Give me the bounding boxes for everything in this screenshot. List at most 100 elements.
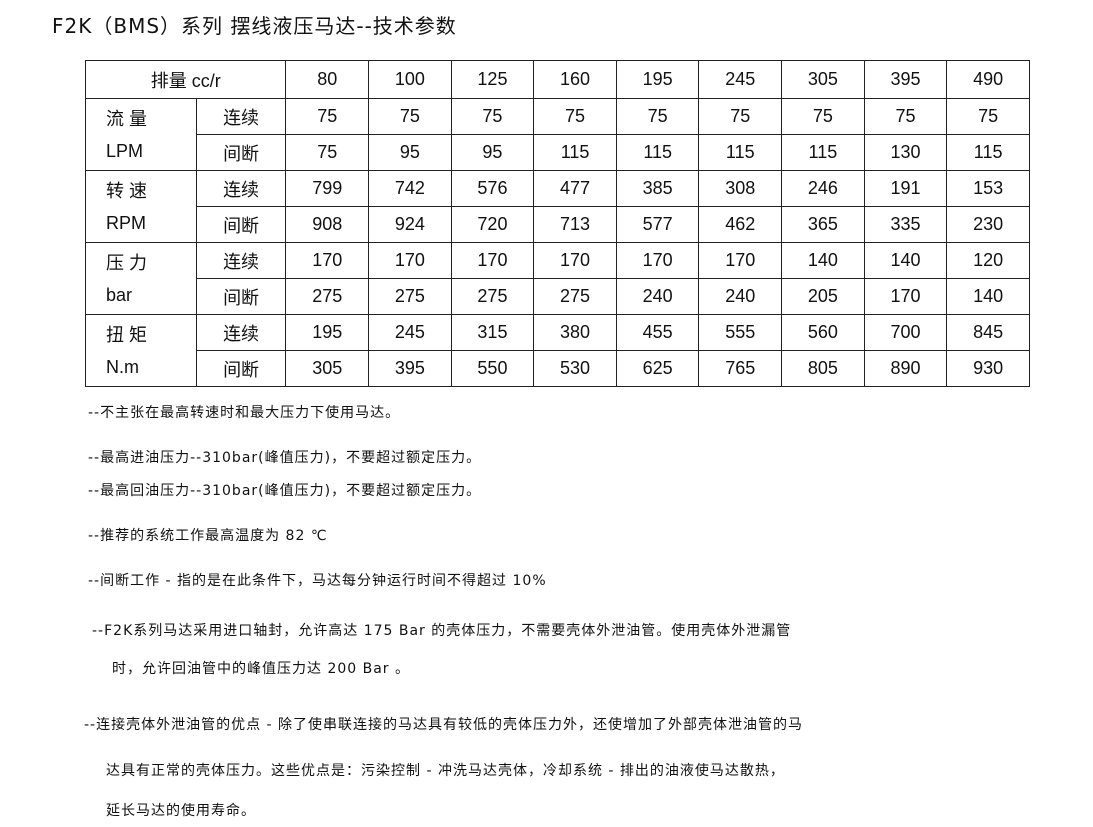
table-header-row: 排量 cc/r 80 100 125 160 195 245 305 395 490 — [84, 60, 1030, 99]
value-cell: 245 — [368, 314, 452, 351]
group-unit: LPM — [106, 140, 144, 161]
value-cell: 385 — [615, 170, 700, 207]
row-label: 连续 — [195, 242, 287, 279]
value-cell: 170 — [863, 278, 948, 315]
value-cell: 908 — [285, 206, 370, 243]
value-cell: 713 — [533, 206, 617, 243]
value-cell: 195 — [285, 314, 370, 351]
row-label: 间断 — [195, 350, 287, 387]
displacement-cell: 395 — [863, 60, 948, 99]
value-cell: 576 — [450, 170, 535, 207]
value-cell: 115 — [533, 134, 617, 171]
group-cell: 压 力 bar — [85, 242, 197, 315]
note: --F2K系列马达采用进口轴封，允许高达 175 Bar 的壳体压力，不需要壳体… — [92, 623, 792, 639]
value-cell: 555 — [698, 314, 783, 351]
group-name: 转 速 — [106, 180, 148, 201]
table-row: 转 速 RPM 连续 799 742 576 477 385 308 246 191 153 — [85, 170, 1030, 243]
value-cell: 75 — [285, 134, 370, 171]
group-cell: 扭 矩 N.m — [85, 314, 197, 387]
table-row: 间断 305 395 550 530 625 765 805 890 930 — [86, 350, 1030, 387]
value-cell: 246 — [781, 170, 865, 207]
value-cell: 75 — [863, 98, 948, 135]
note: 时，允许回油管中的峰值压力达 200 Bar 。 — [112, 661, 411, 677]
row-label: 连续 — [195, 98, 287, 135]
note: --最高回油压力--310bar(峰值压力)，不要超过额定压力。 — [88, 483, 482, 499]
spec-table: 排量 cc/r 80 100 125 160 195 245 305 395 490 流 量 LPM 连… — [84, 60, 1030, 387]
value-cell: 477 — [533, 170, 617, 207]
note: 达具有正常的壳体压力。这些优点是：污染控制 - 冲洗马达壳体，冷却系统 - 排出… — [106, 763, 785, 779]
row-label: 间断 — [195, 134, 287, 171]
value-cell: 308 — [698, 170, 783, 207]
displacement-cell: 305 — [781, 60, 865, 99]
value-cell: 395 — [368, 350, 452, 387]
displacement-cell: 245 — [698, 60, 783, 99]
value-cell: 890 — [863, 350, 948, 387]
row-label: 连续 — [195, 314, 287, 351]
value-cell: 75 — [698, 98, 783, 135]
value-cell: 170 — [615, 242, 700, 279]
note: --不主张在最高转速时和最大压力下使用马达。 — [88, 405, 401, 421]
value-cell: 700 — [863, 314, 948, 351]
value-cell: 75 — [368, 98, 452, 135]
value-cell: 380 — [533, 314, 617, 351]
value-cell: 230 — [946, 206, 1030, 243]
value-cell: 462 — [698, 206, 783, 243]
value-cell: 170 — [285, 242, 370, 279]
value-cell: 170 — [450, 242, 535, 279]
displacement-cell: 100 — [368, 60, 452, 99]
table-row: 扭 矩 N.m 连续 195 245 315 380 455 555 560 700 845 — [85, 314, 1030, 387]
value-cell: 577 — [615, 206, 700, 243]
value-cell: 170 — [368, 242, 452, 279]
value-cell: 75 — [533, 98, 617, 135]
group-unit: N.m — [106, 356, 139, 377]
group-name: 流 量 — [106, 108, 148, 129]
group-unit: RPM — [106, 212, 146, 233]
value-cell: 550 — [450, 350, 535, 387]
value-cell: 365 — [781, 206, 865, 243]
value-cell: 170 — [533, 242, 617, 279]
value-cell: 335 — [863, 206, 948, 243]
value-cell: 153 — [946, 170, 1030, 207]
value-cell: 130 — [863, 134, 948, 171]
table-row: 流 量 LPM 连续 75 75 75 75 75 75 75 75 75 — [85, 98, 1030, 171]
value-cell: 95 — [368, 134, 452, 171]
table-row: 间断 908 924 720 713 577 462 365 335 230 — [86, 206, 1030, 243]
row-label: 间断 — [195, 206, 287, 243]
value-cell: 455 — [615, 314, 700, 351]
group-cell: 转 速 RPM — [85, 170, 197, 243]
value-cell: 115 — [781, 134, 865, 171]
value-cell: 805 — [781, 350, 865, 387]
value-cell: 170 — [698, 242, 783, 279]
row-label: 间断 — [195, 278, 287, 315]
value-cell: 845 — [946, 314, 1030, 351]
note: --最高进油压力--310bar(峰值压力)，不要超过额定压力。 — [88, 450, 482, 466]
value-cell: 275 — [285, 278, 370, 315]
value-cell: 115 — [615, 134, 700, 171]
displacement-cell: 160 — [533, 60, 617, 99]
value-cell: 799 — [285, 170, 370, 207]
group-unit: bar — [106, 284, 133, 305]
group-name: 扭 矩 — [106, 324, 148, 345]
value-cell: 75 — [946, 98, 1030, 135]
value-cell: 720 — [450, 206, 535, 243]
table-row: 间断 275 275 275 275 240 240 205 170 140 — [86, 278, 1030, 315]
value-cell: 275 — [368, 278, 452, 315]
displacement-cell: 195 — [615, 60, 700, 99]
value-cell: 140 — [946, 278, 1030, 315]
value-cell: 315 — [450, 314, 535, 351]
displacement-cell: 125 — [450, 60, 535, 99]
group-cell: 流 量 LPM — [85, 98, 197, 171]
value-cell: 930 — [946, 350, 1030, 387]
value-cell: 205 — [781, 278, 865, 315]
value-cell: 275 — [450, 278, 535, 315]
note: --连接壳体外泄油管的优点 - 除了使串联连接的马达具有较低的壳体压力外，还使增… — [84, 717, 804, 733]
value-cell: 95 — [450, 134, 535, 171]
value-cell: 120 — [946, 242, 1030, 279]
value-cell: 625 — [615, 350, 700, 387]
note: --推荐的系统工作最高温度为 82 ℃ — [88, 528, 328, 544]
value-cell: 305 — [285, 350, 370, 387]
page-title: F2K（BMS）系列 摆线液压马达--技术参数 — [52, 14, 457, 38]
value-cell: 240 — [698, 278, 783, 315]
displacement-cell: 80 — [285, 60, 370, 99]
row-label: 连续 — [195, 170, 287, 207]
